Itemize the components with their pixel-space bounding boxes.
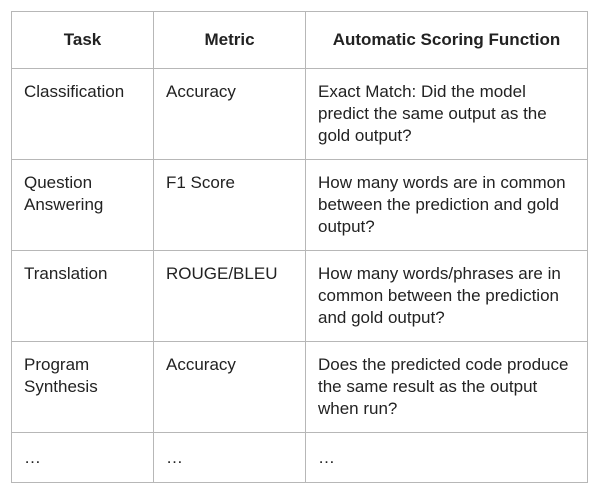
task-cell: Program Synthesis — [11, 341, 154, 433]
metric-cell: Accuracy — [153, 341, 306, 433]
scoring-function-cell: How many words/phrases are in common bet… — [305, 250, 588, 342]
metric-cell: … — [153, 432, 306, 483]
table-row: Translation ROUGE/BLEU How many words/ph… — [11, 250, 588, 342]
header-metric: Metric — [153, 11, 306, 69]
metric-cell: F1 Score — [153, 159, 306, 251]
table-row: Program Synthesis Accuracy Does the pred… — [11, 341, 588, 433]
header-scoring-function: Automatic Scoring Function — [305, 11, 588, 69]
scoring-function-cell: How many words are in common between the… — [305, 159, 588, 251]
task-cell: Question Answering — [11, 159, 154, 251]
task-cell: Translation — [11, 250, 154, 342]
scoring-function-cell: Does the predicted code produce the same… — [305, 341, 588, 433]
task-cell: … — [11, 432, 154, 483]
metric-cell: Accuracy — [153, 68, 306, 160]
scoring-function-cell: Exact Match: Did the model predict the s… — [305, 68, 588, 160]
scoring-function-cell: … — [305, 432, 588, 483]
table-row: … … … — [11, 432, 588, 483]
metric-cell: ROUGE/BLEU — [153, 250, 306, 342]
header-row: Task Metric Automatic Scoring Function — [11, 11, 588, 69]
header-task: Task — [11, 11, 154, 69]
table-row: Classification Accuracy Exact Match: Did… — [11, 68, 588, 160]
table-row: Question Answering F1 Score How many wor… — [11, 159, 588, 251]
task-metric-table: Task Metric Automatic Scoring Function C… — [11, 11, 588, 483]
task-cell: Classification — [11, 68, 154, 160]
